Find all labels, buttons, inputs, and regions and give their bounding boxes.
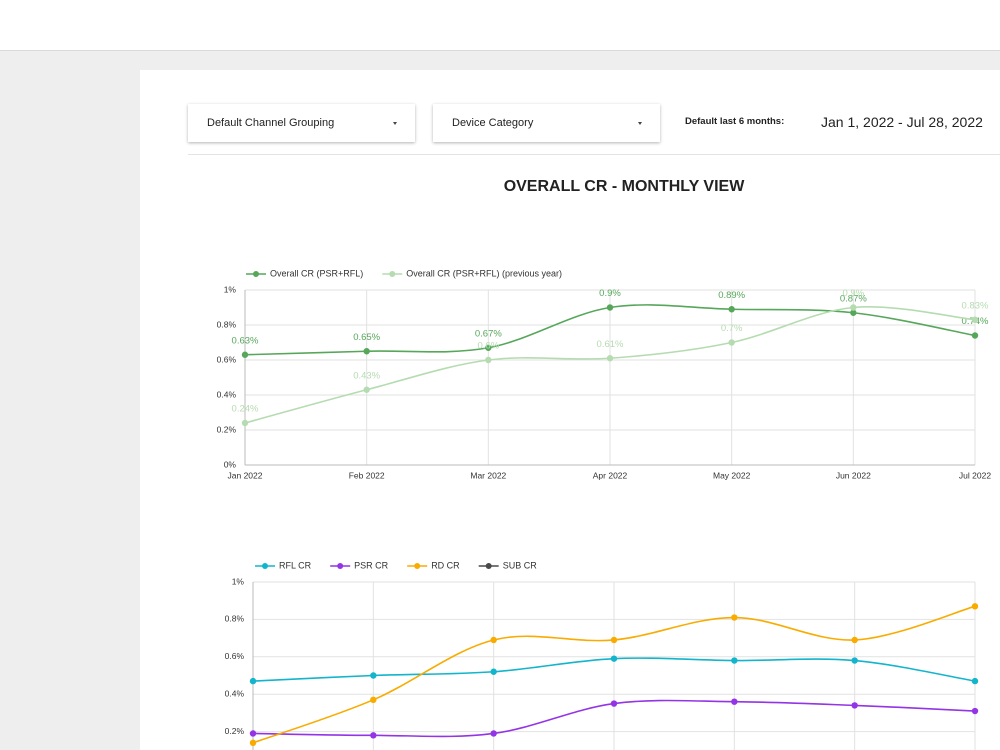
data-label: 0.87% — [840, 293, 867, 304]
point — [610, 700, 618, 707]
x-tick-label: May 2022 — [713, 470, 751, 480]
y-tick-label: 0.8% — [217, 319, 237, 329]
point — [851, 702, 858, 709]
x-tick-label: Jan 2022 — [228, 470, 263, 480]
point — [610, 655, 618, 662]
point — [241, 419, 249, 427]
point — [971, 603, 979, 610]
legend-dot — [262, 563, 268, 569]
data-label: 0.83% — [962, 300, 989, 311]
point — [370, 672, 377, 679]
x-tick-label: Jul 2022 — [959, 470, 991, 480]
y-tick-label: 1% — [224, 284, 237, 294]
point — [606, 355, 614, 362]
point — [971, 677, 979, 685]
x-tick-label: Jun 2022 — [836, 470, 871, 480]
point — [731, 614, 738, 621]
y-tick-label: 0.2% — [217, 424, 237, 434]
point — [850, 304, 857, 311]
data-label: 0.7% — [721, 323, 743, 334]
x-tick-label: Apr 2022 — [593, 470, 628, 480]
point — [249, 730, 257, 737]
legend-label: Overall CR (PSR+RFL) — [270, 268, 363, 278]
date-range-value[interactable]: Jan 1, 2022 - Jul 28, 2022 — [821, 114, 983, 130]
legend-label: RD CR — [431, 560, 460, 570]
point — [485, 356, 492, 364]
y-tick-label: 0% — [224, 459, 237, 469]
point — [370, 696, 377, 704]
point — [485, 344, 492, 351]
legend-label: PSR CR — [354, 560, 389, 570]
separator — [188, 154, 1000, 155]
legend-label: Overall CR (PSR+RFL) (previous year) — [406, 268, 562, 278]
point — [728, 339, 735, 346]
point — [971, 332, 979, 339]
point — [606, 304, 614, 311]
data-label: 0.89% — [718, 290, 745, 301]
point — [610, 636, 618, 644]
data-label: 0.6% — [478, 341, 500, 352]
point — [249, 739, 257, 747]
data-label: 0.65% — [353, 332, 380, 343]
data-label: 0.61% — [597, 339, 624, 350]
channel-dropdown[interactable]: Default Channel Grouping — [188, 104, 415, 142]
point — [851, 657, 858, 664]
x-tick-label: Mar 2022 — [470, 470, 506, 480]
point — [850, 309, 857, 316]
point — [731, 698, 738, 705]
data-label: 0.9% — [599, 288, 621, 299]
point — [363, 386, 370, 393]
y-tick-label: 0.2% — [225, 726, 245, 736]
y-tick-label: 0.4% — [217, 389, 237, 399]
top-bar — [0, 0, 1000, 51]
y-tick-label: 0.6% — [225, 651, 245, 661]
point — [249, 677, 257, 685]
point — [490, 668, 497, 675]
legend-dot — [253, 271, 259, 277]
point — [851, 636, 858, 644]
y-tick-label: 0.8% — [225, 614, 245, 624]
data-label: 0.9% — [843, 288, 865, 299]
data-label: 0.63% — [232, 335, 259, 346]
legend-label: RFL CR — [279, 560, 312, 570]
report-card: Default Channel Grouping Device Category… — [140, 70, 1000, 750]
point — [490, 730, 497, 737]
point — [971, 707, 979, 715]
data-label: 0.67% — [475, 328, 502, 339]
data-label: 0.43% — [353, 370, 380, 381]
point — [370, 732, 377, 739]
point — [363, 348, 370, 355]
legend-label: SUB CR — [503, 560, 538, 570]
point — [490, 636, 497, 644]
legend-dot — [389, 271, 396, 277]
date-range-label: Default last 6 months: — [685, 116, 785, 127]
point — [731, 657, 738, 664]
point — [971, 316, 979, 323]
legend-dot — [485, 563, 492, 569]
y-tick-label: 1% — [232, 576, 245, 586]
legend-dot — [337, 563, 344, 569]
y-tick-label: 0.4% — [225, 688, 245, 698]
point — [241, 351, 249, 358]
point — [728, 306, 735, 313]
device-dropdown[interactable]: Device Category — [433, 104, 660, 142]
x-tick-label: Feb 2022 — [349, 470, 385, 480]
y-tick-label: 0.6% — [217, 354, 237, 364]
report-title: OVERALL CR - MONTHLY VIEW — [503, 178, 745, 195]
legend-dot — [414, 563, 421, 569]
data-label: 0.24% — [232, 404, 259, 415]
